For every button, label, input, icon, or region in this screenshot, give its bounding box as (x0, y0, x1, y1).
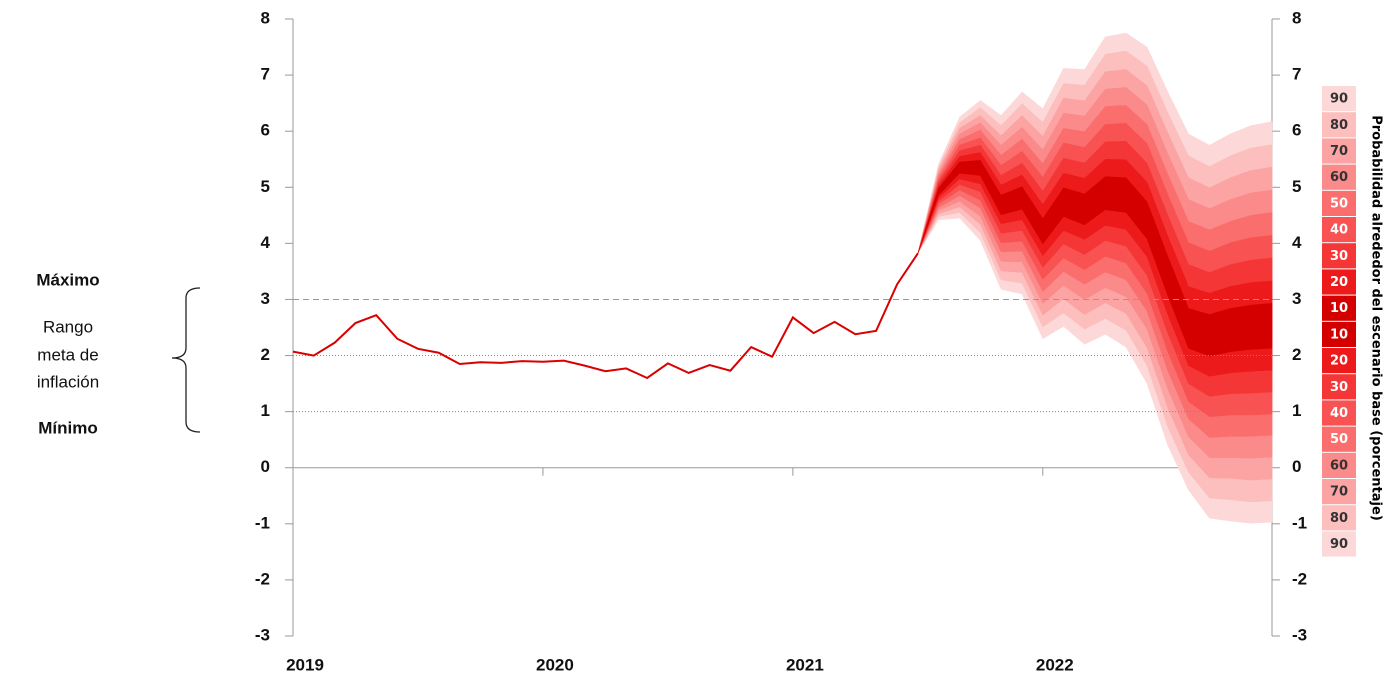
y2-tick-label: 1 (1292, 401, 1301, 420)
legend-label: 40 (1330, 406, 1348, 421)
legend-label: 30 (1330, 380, 1348, 395)
legend-swatch (1322, 321, 1356, 347)
legend-label: 70 (1330, 144, 1348, 159)
y2-tick-label: 7 (1292, 65, 1301, 84)
legend-swatch (1322, 112, 1356, 138)
y-tick-label: 8 (261, 8, 270, 27)
x-tick-label: 2020 (536, 655, 574, 674)
y2-tick-label: -3 (1292, 625, 1307, 644)
range-bracket (171, 287, 201, 433)
legend-label: 20 (1330, 354, 1348, 369)
annotation-min: Mínimo (38, 418, 98, 437)
annotation-range: Rango (43, 317, 93, 336)
y-tick-label: 7 (261, 65, 270, 84)
legend-label: 80 (1330, 511, 1348, 526)
y-tick-label: -1 (255, 513, 270, 532)
y2-tick-label: 2 (1292, 345, 1301, 364)
legend-label: 10 (1330, 327, 1348, 342)
legend-swatch (1322, 400, 1356, 426)
y2-tick-label: 0 (1292, 457, 1301, 476)
legend-swatch (1322, 269, 1356, 295)
legend-label: 60 (1330, 170, 1348, 185)
legend-swatch (1322, 138, 1356, 164)
annotation-max: Máximo (36, 270, 99, 289)
legend-label: 50 (1330, 432, 1348, 447)
legend-label: 50 (1330, 196, 1348, 211)
legend-label: 80 (1330, 118, 1348, 133)
y-tick-label: 3 (261, 289, 270, 308)
y2-tick-label: 3 (1292, 289, 1301, 308)
y2-tick-label: -2 (1292, 569, 1307, 588)
y-tick-label: 2 (261, 345, 270, 364)
legend-swatch (1322, 86, 1356, 112)
annotation-range: inflación (37, 372, 99, 391)
legend-label: 10 (1330, 301, 1348, 316)
legend-label: 30 (1330, 249, 1348, 264)
y-tick-label: 6 (261, 121, 270, 140)
x-tick-label: 2021 (786, 655, 824, 674)
y-tick-label: -3 (255, 625, 270, 644)
legend-swatch (1322, 217, 1356, 243)
y-tick-label: 4 (261, 233, 271, 252)
y2-tick-label: 6 (1292, 121, 1301, 140)
legend-label: 90 (1330, 92, 1348, 107)
fan-band (917, 160, 1273, 357)
legend-label: 20 (1330, 275, 1348, 290)
y-tick-label: -2 (255, 569, 270, 588)
y-tick-label: 0 (261, 457, 270, 476)
y2-tick-label: -1 (1292, 513, 1307, 532)
legend-swatch (1322, 426, 1356, 452)
legend-label: 60 (1330, 458, 1348, 473)
y2-tick-label: 8 (1292, 8, 1301, 27)
y2-tick-label: 4 (1292, 233, 1302, 252)
y-tick-label: 1 (261, 401, 270, 420)
y2-axis-title: Probabilidad alrededor del escenario bas… (1369, 115, 1384, 521)
legend-swatch (1322, 452, 1356, 478)
legend-label: 40 (1330, 223, 1348, 238)
legend-swatch (1322, 164, 1356, 190)
legend-swatch (1322, 505, 1356, 531)
annotation-range: meta de (37, 345, 98, 364)
legend-swatch (1322, 295, 1356, 321)
legend-swatch (1322, 374, 1356, 400)
y2-tick-label: 5 (1292, 177, 1301, 196)
legend-swatch (1322, 190, 1356, 216)
y-tick-label: 5 (261, 177, 270, 196)
legend-label: 70 (1330, 485, 1348, 500)
history-line (292, 252, 919, 380)
legend-swatch (1322, 348, 1356, 374)
legend-label: 90 (1330, 537, 1348, 552)
legend-swatch (1322, 479, 1356, 505)
x-tick-label: 2019 (286, 655, 324, 674)
x-tick-label: 2022 (1036, 655, 1074, 674)
legend-swatch (1322, 531, 1356, 557)
legend-swatch (1322, 243, 1356, 269)
